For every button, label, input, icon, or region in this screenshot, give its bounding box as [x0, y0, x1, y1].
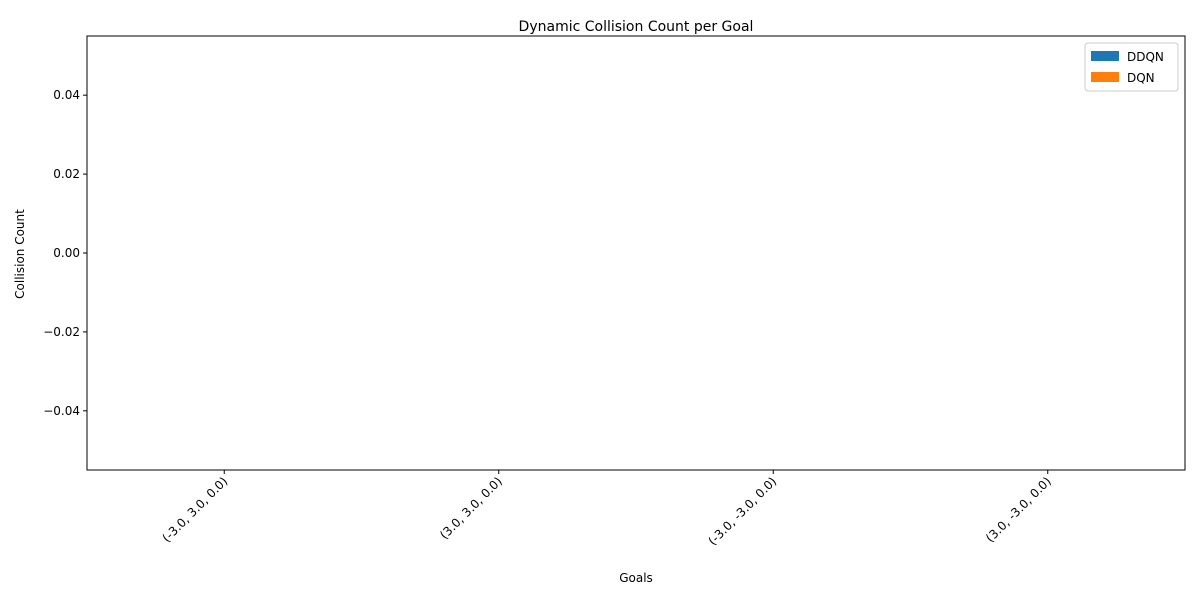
legend-swatch-ddqn [1091, 51, 1119, 61]
chart-title: Dynamic Collision Count per Goal [519, 19, 754, 35]
y-tick-label: −0.04 [43, 404, 80, 418]
y-axis-label: Collision Count [13, 209, 27, 299]
y-axis: −0.04 −0.02 0.00 0.02 0.04 [43, 88, 87, 418]
legend-label-ddqn: DDQN [1127, 50, 1164, 64]
y-tick-label: 0.02 [53, 167, 80, 181]
x-axis-label: Goals [619, 571, 653, 585]
legend: DDQN DQN [1084, 42, 1179, 92]
y-tick-label: 0.00 [53, 246, 80, 260]
y-tick-label: 0.04 [53, 88, 80, 102]
legend-swatch-dqn [1091, 72, 1119, 82]
y-tick-label: −0.02 [43, 325, 80, 339]
legend-label-dqn: DQN [1127, 71, 1155, 85]
